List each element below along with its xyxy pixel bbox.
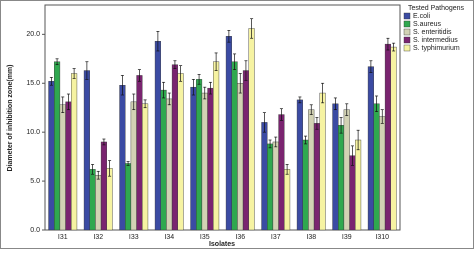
x-tick-label: I37 (271, 234, 281, 241)
bar (355, 139, 362, 231)
y-tick-label: 5.0 (30, 178, 40, 185)
bar (367, 66, 374, 231)
bar (83, 70, 90, 231)
legend-label: S.aureus (413, 21, 442, 28)
x-tick-label: I31 (58, 234, 68, 241)
bar (95, 175, 102, 231)
bar (154, 40, 161, 231)
x-tick-label: I36 (235, 234, 245, 241)
bar (237, 83, 244, 231)
bar (278, 114, 285, 231)
bar (242, 70, 249, 231)
bar (248, 28, 255, 231)
bar (48, 81, 55, 231)
bar (100, 141, 107, 231)
bar (225, 36, 232, 231)
bar (319, 92, 326, 231)
x-tick-label: I38 (306, 234, 316, 241)
bar (125, 163, 132, 231)
bar (196, 79, 203, 231)
legend-swatch (403, 36, 411, 44)
legend-label: S. enteritidis (413, 29, 452, 36)
bar (106, 168, 113, 231)
bar (89, 169, 96, 231)
y-tick-label: 10.0 (26, 129, 40, 136)
bar (284, 169, 291, 231)
x-axis-label: Isolates (209, 241, 235, 248)
bar (54, 61, 61, 231)
x-tick-label: I310 (375, 234, 389, 241)
bar (308, 109, 315, 231)
bar (171, 64, 178, 231)
legend-label: S. typhimurium (413, 45, 460, 52)
bar (166, 98, 173, 231)
bar (296, 99, 303, 231)
y-axis-label: Diameter of inhibition zone(mm) (7, 65, 14, 172)
legend-swatch (403, 44, 411, 52)
x-tick-label: I32 (93, 234, 103, 241)
bar (136, 75, 143, 231)
bar (261, 122, 268, 231)
x-tick-label: I35 (200, 234, 210, 241)
legend-swatch (403, 28, 411, 36)
legend-label: E.coli (413, 13, 431, 20)
bar (177, 73, 184, 231)
bar (142, 103, 149, 231)
bar (201, 92, 208, 231)
y-tick-label: 20.0 (26, 31, 40, 38)
bar (373, 103, 380, 231)
bar (379, 116, 386, 231)
bar (231, 61, 238, 231)
bar (349, 155, 356, 231)
y-tick-label: 15.0 (26, 80, 40, 87)
bar (65, 101, 72, 231)
bar (338, 125, 345, 231)
legend-swatch (403, 20, 411, 28)
y-tick-label: 0.0 (30, 227, 40, 234)
bar (59, 104, 66, 231)
x-tick-label: I39 (342, 234, 352, 241)
legend-swatch (403, 12, 411, 20)
bar (302, 139, 309, 231)
bar (332, 103, 339, 231)
bar (384, 43, 391, 231)
bar (160, 89, 167, 231)
bar (190, 86, 197, 231)
bar (390, 46, 397, 231)
x-tick-label: I34 (164, 234, 174, 241)
bar (267, 143, 274, 231)
bar (213, 61, 220, 231)
legend-label: S. intermedius (413, 37, 458, 44)
bar (119, 85, 126, 231)
x-tick-label: I33 (129, 234, 139, 241)
bar (343, 109, 350, 231)
bar (272, 141, 279, 231)
legend-title: Tested Pathogens (408, 5, 465, 12)
bar (313, 123, 320, 231)
bar (130, 101, 137, 231)
bar (207, 87, 214, 231)
bar (71, 73, 78, 231)
